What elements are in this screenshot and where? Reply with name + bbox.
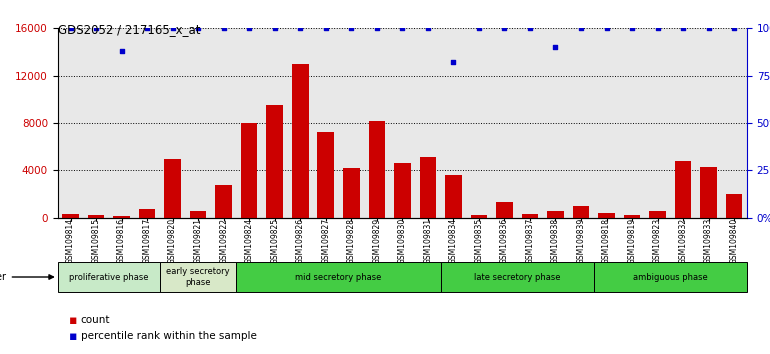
Bar [190,211,206,218]
Point [601,25,613,31]
Text: early secretory
phase: early secretory phase [166,267,230,287]
Bar [420,157,436,218]
Text: ▪: ▪ [69,330,78,343]
Bar [726,194,742,218]
Point [141,25,153,31]
Point [294,25,306,31]
Point [728,25,740,31]
Bar [598,213,614,218]
Bar [394,163,410,218]
Bar [236,262,440,292]
Point [345,25,357,31]
Point [166,25,179,31]
Bar [292,64,309,218]
Text: GSM109821: GSM109821 [193,218,203,264]
Bar [445,175,462,218]
Text: GSM109823: GSM109823 [653,218,662,264]
Text: GSM109835: GSM109835 [474,218,484,264]
Text: GSM109824: GSM109824 [245,218,253,264]
Text: GSM109829: GSM109829 [373,218,381,264]
Text: GSM109828: GSM109828 [346,218,356,264]
Text: GSM109817: GSM109817 [142,218,152,264]
Bar [216,184,232,218]
Text: GSM109838: GSM109838 [551,218,560,264]
Bar [573,206,589,218]
Text: count: count [81,315,110,325]
Bar [470,215,487,218]
Text: GSM109831: GSM109831 [424,218,432,264]
Point [447,59,460,65]
Text: GSM109826: GSM109826 [296,218,305,264]
Bar [266,105,283,218]
Bar [701,167,717,218]
Point [677,25,689,31]
Bar [547,211,564,218]
Point [90,25,102,31]
Text: GSM109832: GSM109832 [678,218,688,264]
Point [217,25,229,31]
Text: GSM109819: GSM109819 [628,218,637,264]
Point [269,25,281,31]
Bar [62,214,79,218]
Point [396,25,408,31]
Point [575,25,588,31]
Bar [113,216,130,218]
Point [626,25,638,31]
Text: GSM109836: GSM109836 [500,218,509,264]
Point [370,25,383,31]
Point [116,48,128,54]
Text: GSM109839: GSM109839 [577,218,585,264]
Point [473,25,485,31]
Point [320,25,332,31]
Text: GSM109825: GSM109825 [270,218,280,264]
Point [422,25,434,31]
Text: GSM109815: GSM109815 [92,218,101,264]
Text: ▪: ▪ [69,314,78,327]
Bar [164,159,181,218]
Point [702,25,715,31]
Bar [369,121,385,218]
Text: proliferative phase: proliferative phase [69,273,149,281]
Text: percentile rank within the sample: percentile rank within the sample [81,331,256,341]
Point [498,25,511,31]
Text: GDS2052 / 217165_x_at: GDS2052 / 217165_x_at [58,23,200,36]
Text: GSM109830: GSM109830 [398,218,407,264]
Bar [88,215,104,218]
Bar [343,168,360,218]
Text: GSM109818: GSM109818 [602,218,611,264]
Text: late secretory phase: late secretory phase [474,273,561,281]
Text: mid secretory phase: mid secretory phase [296,273,382,281]
Bar [649,211,666,218]
Text: GSM109840: GSM109840 [730,218,738,264]
Point [192,25,204,31]
Bar [594,262,747,292]
Text: GSM109833: GSM109833 [704,218,713,264]
Text: GSM109822: GSM109822 [219,218,228,264]
Text: ambiguous phase: ambiguous phase [633,273,708,281]
Point [243,25,256,31]
Text: GSM109816: GSM109816 [117,218,126,264]
Bar [317,132,334,218]
Bar [58,262,160,292]
Text: GSM109814: GSM109814 [66,218,75,264]
Text: GSM109820: GSM109820 [168,218,177,264]
Text: other: other [0,272,53,282]
Bar [624,215,641,218]
Point [549,45,561,50]
Point [524,25,536,31]
Bar [521,214,538,218]
Point [651,25,664,31]
Text: GSM109834: GSM109834 [449,218,458,264]
Bar [440,262,594,292]
Bar [675,161,691,218]
Bar [139,210,156,218]
Bar [160,262,236,292]
Text: GSM109837: GSM109837 [525,218,534,264]
Bar [241,123,257,218]
Bar [496,202,513,218]
Text: GSM109827: GSM109827 [321,218,330,264]
Point [65,25,77,31]
